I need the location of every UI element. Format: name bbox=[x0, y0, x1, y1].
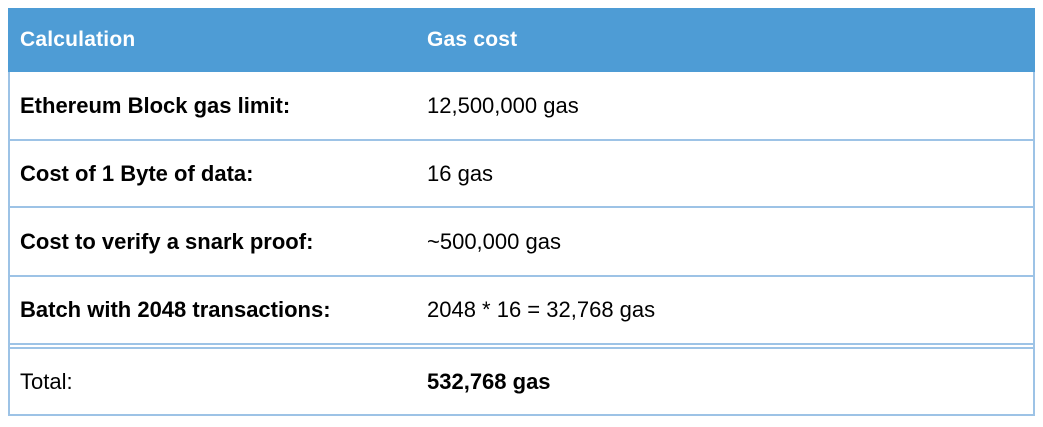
row-value: 12,500,000 gas bbox=[427, 92, 579, 118]
total-row: Total: 532,768 gas bbox=[10, 349, 1033, 414]
total-value: 532,768 gas bbox=[427, 368, 551, 394]
table-header-row: Calculation Gas cost bbox=[8, 8, 1035, 72]
row-value: 16 gas bbox=[427, 160, 494, 186]
row-label: Ethereum Block gas limit: bbox=[20, 92, 291, 118]
total-label: Total: bbox=[20, 368, 73, 394]
table-row: Cost to verify a snark proof: ~500,000 g… bbox=[10, 208, 1033, 277]
table-row: Ethereum Block gas limit: 12,500,000 gas bbox=[10, 72, 1033, 141]
column-header-gas-cost: Gas cost bbox=[427, 28, 518, 51]
row-label: Cost of 1 Byte of data: bbox=[20, 160, 254, 186]
table-row: Cost of 1 Byte of data: 16 gas bbox=[10, 141, 1033, 208]
gas-cost-table: Calculation Gas cost Ethereum Block gas … bbox=[8, 8, 1035, 416]
table-body: Ethereum Block gas limit: 12,500,000 gas… bbox=[8, 72, 1035, 416]
row-label: Batch with 2048 transactions: bbox=[20, 297, 331, 322]
row-label: Cost to verify a snark proof: bbox=[20, 228, 314, 254]
column-header-calculation: Calculation bbox=[20, 28, 136, 51]
row-value: ~500,000 gas bbox=[427, 228, 561, 254]
row-value: 2048 * 16 = 32,768 gas bbox=[427, 297, 656, 322]
table-row: Batch with 2048 transactions: 2048 * 16 … bbox=[10, 277, 1033, 349]
